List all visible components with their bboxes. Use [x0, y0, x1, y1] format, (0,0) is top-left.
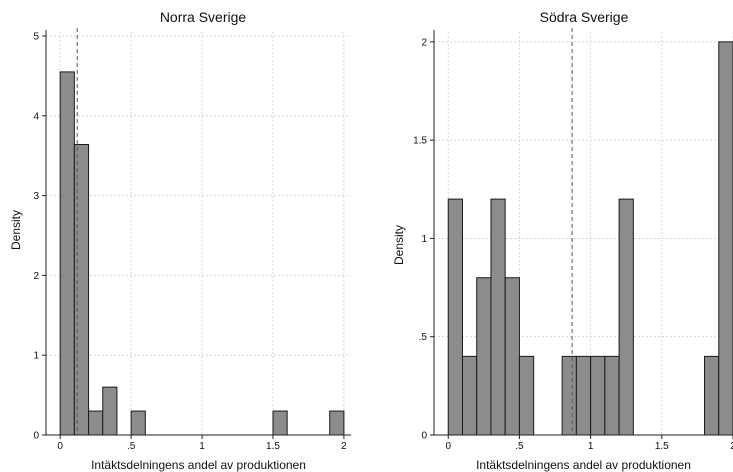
- y-tick-label: 5: [33, 31, 39, 42]
- y-tick-label: 1: [421, 234, 427, 245]
- x-tick-label: 1: [199, 441, 205, 452]
- y-tick-label: .5: [419, 332, 428, 343]
- x-tick-label: 2: [341, 441, 347, 452]
- x-axis-label: Intäktsdelningens andel av produktionen: [91, 458, 306, 472]
- histogram-bar: [504, 277, 520, 436]
- x-tick-label: 0: [445, 441, 451, 452]
- x-tick-label: .5: [127, 441, 136, 452]
- histogram-bar: [329, 410, 345, 436]
- y-axis-label: Density: [9, 210, 23, 250]
- y-tick-label: 2: [421, 37, 427, 48]
- y-tick-label: 4: [33, 111, 39, 122]
- histogram-bar: [561, 355, 577, 436]
- panel-norra-sverige: 0 1 2 3 4 5 0 .5 1 1.5 2 Norra Sverige Intäktsdelnin…: [9, 9, 351, 472]
- histogram-bar: [476, 277, 492, 436]
- x-tick-label: 1.5: [266, 441, 280, 452]
- x-tick-label: .5: [515, 441, 524, 452]
- histogram-bar: [272, 410, 288, 436]
- x-axis-label: Intäktsdelningens andel av produktionen: [476, 458, 691, 472]
- chart-title: Södra Sverige: [540, 9, 629, 25]
- histogram-bar: [130, 410, 146, 436]
- histogram-bar: [447, 198, 463, 436]
- histogram-bar: [490, 198, 506, 436]
- x-tick-label: 1.5: [655, 441, 669, 452]
- x-tick-label: 1: [588, 441, 594, 452]
- chart-title: Norra Sverige: [160, 9, 247, 25]
- y-tick-label: 1.5: [413, 136, 427, 147]
- x-tick-label: 0: [57, 441, 63, 452]
- histogram-bar: [73, 144, 90, 436]
- histogram-bar: [618, 198, 634, 436]
- histogram-bar: [102, 386, 118, 436]
- y-tick-label: 1: [33, 351, 39, 362]
- histogram-bar: [59, 71, 75, 436]
- y-axis-label: Density: [392, 225, 406, 265]
- histogram-bar: [704, 355, 720, 436]
- panel-sodra-sverige: 0 .5 1 1.5 2 0 .5 1 1.5 2 Södra Sverige Intäktsdeln…: [392, 9, 733, 472]
- y-tick-label: 0: [421, 431, 427, 442]
- x-tick-label: 2: [730, 441, 733, 452]
- histogram-bar: [518, 355, 535, 436]
- histogram-bar: [590, 355, 606, 436]
- histogram-bar: [461, 355, 478, 436]
- histogram-bar: [575, 355, 592, 436]
- y-tick-label: 0: [33, 431, 39, 442]
- histogram-bar: [718, 41, 733, 436]
- y-tick-label: 3: [33, 191, 39, 202]
- histogram-bar: [88, 410, 104, 436]
- histogram-bar: [604, 355, 620, 436]
- y-tick-label: 2: [33, 271, 39, 282]
